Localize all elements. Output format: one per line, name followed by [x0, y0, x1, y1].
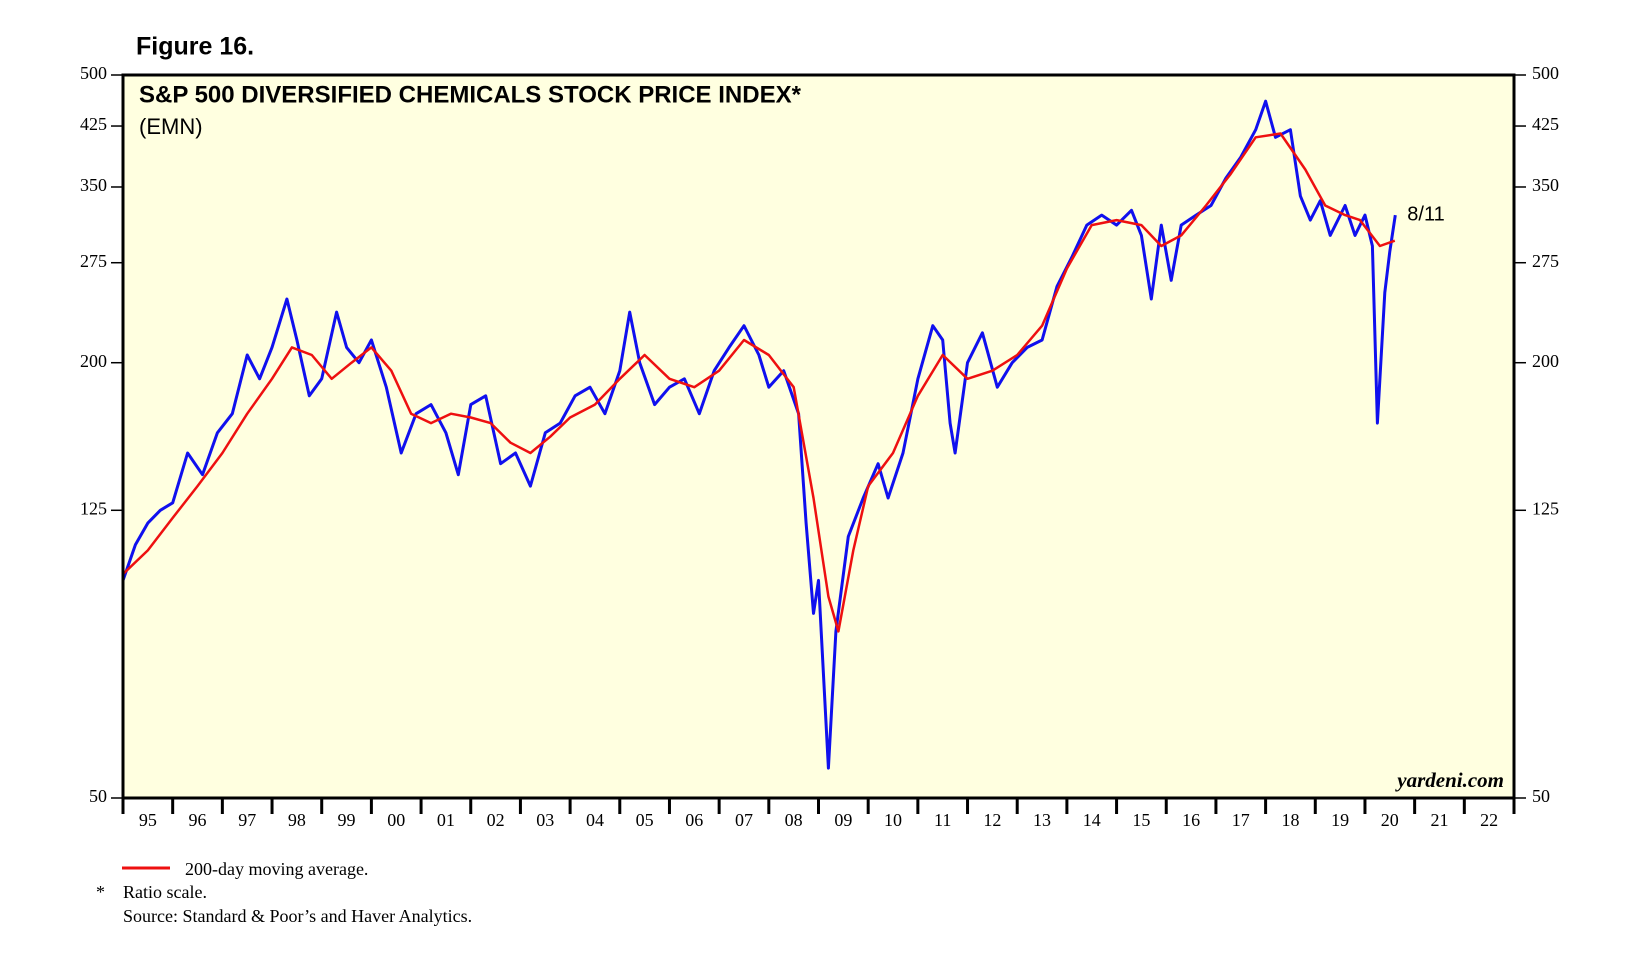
y-tick-label: 425: [80, 114, 107, 134]
x-tick-label: 22: [1480, 810, 1498, 830]
y-tick-label: 200: [80, 351, 107, 371]
x-tick-label: 98: [288, 810, 306, 830]
annotation: 8/11: [1407, 203, 1444, 225]
x-tick-label: 95: [139, 810, 157, 830]
y-tick-label: 50: [89, 786, 107, 806]
y-tick-label: 500: [80, 63, 107, 83]
footnote: Ratio scale.: [123, 882, 207, 902]
y-tick-label: 350: [80, 175, 107, 195]
x-tick-label: 04: [586, 810, 604, 830]
x-tick-label: 11: [934, 810, 951, 830]
plot-border: [121, 73, 1516, 800]
x-tick-label: 20: [1381, 810, 1399, 830]
x-tick-label: 12: [983, 810, 1001, 830]
x-tick-label: 16: [1182, 810, 1200, 830]
x-tick-label: 21: [1430, 810, 1448, 830]
x-tick-label: 17: [1232, 810, 1250, 830]
series-line: [121, 99, 1397, 770]
y2-tick-label: 350: [1532, 175, 1559, 195]
y2-tick-label: 500: [1532, 63, 1559, 83]
x-tick-label: 01: [437, 810, 455, 830]
x-tick-label: 00: [387, 810, 405, 830]
chart-title: S&P 500 DIVERSIFIED CHEMICALS STOCK PRIC…: [139, 81, 802, 108]
x-tick-label: 97: [238, 810, 256, 830]
x-tick-label: 10: [884, 810, 902, 830]
x-tick-label: 05: [636, 810, 654, 830]
watermark: yardeni.com: [1394, 768, 1504, 792]
x-tick-label: 18: [1281, 810, 1299, 830]
x-tick-label: 08: [785, 810, 803, 830]
y2-tick-label: 125: [1532, 498, 1559, 518]
x-tick-label: 15: [1132, 810, 1150, 830]
chart-subtitle: (EMN): [139, 114, 203, 139]
x-tick-label: 02: [487, 810, 505, 830]
x-tick-label: 99: [338, 810, 356, 830]
x-tick-label: 07: [735, 810, 753, 830]
plot-area: [123, 75, 1514, 798]
series-line: [122, 132, 1396, 633]
x-tick-label: 19: [1331, 810, 1349, 830]
source: Source: Standard & Poor’s and Haver Anal…: [123, 906, 472, 926]
legend-label: 200-day moving average.: [185, 859, 368, 879]
x-tick-label: 03: [536, 810, 554, 830]
y2-tick-label: 425: [1532, 114, 1559, 134]
y-tick-label: 275: [80, 251, 107, 271]
x-tick-label: 13: [1033, 810, 1051, 830]
y2-tick-label: 200: [1532, 351, 1559, 371]
footnote-mark: *: [96, 882, 105, 902]
y2-tick-label: 275: [1532, 251, 1559, 271]
x-tick-label: 06: [685, 810, 703, 830]
figure-label: Figure 16.: [136, 33, 254, 61]
x-tick-label: 09: [834, 810, 852, 830]
y2-tick-label: 50: [1532, 786, 1550, 806]
x-tick-label: 96: [189, 810, 207, 830]
x-tick-label: 14: [1083, 810, 1101, 830]
y-tick-label: 125: [80, 498, 107, 518]
